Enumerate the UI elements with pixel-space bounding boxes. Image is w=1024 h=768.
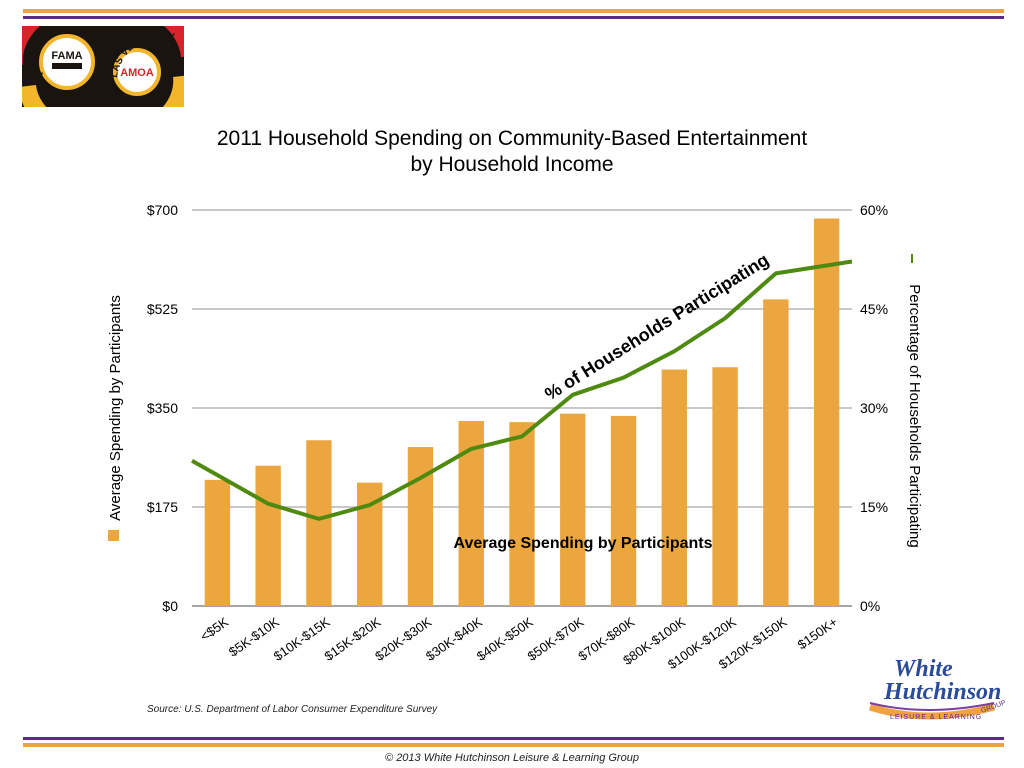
legend-swatch-bar — [108, 530, 119, 541]
annotation-spending: Average Spending by Participants — [453, 535, 712, 552]
y-right-axis-label: Percentage of Households Participating — [906, 284, 923, 548]
y-tick-label: $700 — [147, 202, 178, 218]
bar — [255, 465, 281, 606]
bar — [712, 367, 738, 606]
logo-tagline: LEISURE & LEARNING — [890, 714, 982, 721]
bottom-accent-orange — [23, 743, 1004, 747]
bar — [204, 479, 231, 606]
y-right-tick-label: 45% — [860, 301, 888, 317]
bar — [509, 422, 535, 606]
logo-badge-fama: FAMA — [51, 50, 82, 62]
white-hutchinson-logo: White Hutchinson LEISURE & LEARNING GROU… — [866, 655, 1016, 730]
chart-title-line1: 2011 Household Spending on Community-Bas… — [216, 127, 808, 150]
bottom-accent-purple — [23, 737, 1004, 740]
y-tick-label: $175 — [147, 499, 178, 515]
fama-amoa-logo: FAMA AMOA LAS VEGAS, NV MARCH 20-22 — [22, 26, 184, 107]
x-tick-label: $40K-$50K — [474, 614, 536, 664]
y-axis-label: Average Spending by Participants — [107, 295, 124, 521]
y-tick-label: $350 — [147, 400, 178, 416]
x-tick-label: $30K-$40K — [423, 614, 485, 664]
y-right-tick-label: 0% — [860, 598, 880, 614]
x-tick-label: $150K+ — [795, 614, 841, 652]
x-tick-label: $50K-$70K — [525, 614, 587, 664]
logo-hutchinson-text: Hutchinson — [883, 679, 1001, 705]
bar — [763, 299, 789, 606]
x-tick-label: $15K-$20K — [322, 614, 384, 664]
x-tick-label: <$5K — [197, 614, 231, 644]
chart-title-line2: by Household Income — [410, 153, 614, 176]
logo-badge-amoa: AMOA — [120, 67, 154, 79]
series-line-households — [191, 259, 853, 521]
x-tick-label: $20K-$30K — [372, 614, 434, 664]
y-right-tick-label: 30% — [860, 400, 888, 416]
copyright-footer: © 2013 White Hutchinson Leisure & Learni… — [385, 752, 639, 764]
bar — [813, 218, 840, 606]
top-accent-purple — [23, 16, 1004, 19]
y-tick-label: $525 — [147, 301, 178, 317]
legend-swatch-line — [911, 254, 913, 263]
logo-white-text: White — [894, 656, 953, 682]
bar — [306, 440, 332, 606]
y-tick-label: $0 — [162, 598, 178, 614]
y-right-tick-label: 60% — [860, 202, 888, 218]
bar — [560, 413, 586, 606]
source-note: Source: U.S. Department of Labor Consume… — [147, 704, 438, 715]
top-accent-orange — [23, 9, 1004, 13]
x-tick-label: $10K-$15K — [271, 614, 333, 664]
y-right-tick-label: 15% — [860, 499, 888, 515]
bar — [610, 415, 637, 606]
bar — [661, 369, 687, 606]
